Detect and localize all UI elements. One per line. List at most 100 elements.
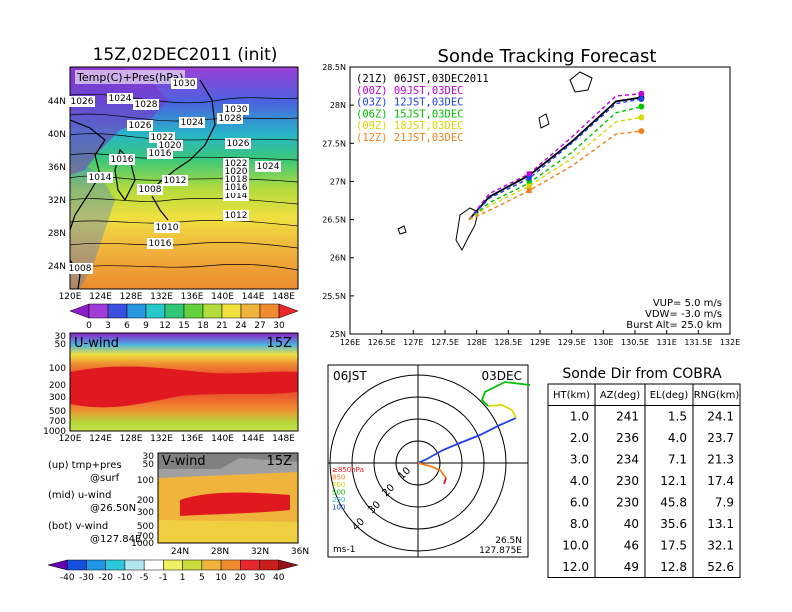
colorbar-cell: [259, 559, 280, 571]
table-cell: 230: [616, 474, 639, 488]
colorbar-tick: -10: [118, 573, 133, 583]
pressure-legend-entry: 100: [332, 504, 345, 512]
v-wind-label: V-wind: [162, 454, 206, 469]
isobar-value: 1026: [71, 97, 94, 107]
table-cell: 1.0: [570, 410, 589, 424]
track-line: [468, 105, 642, 221]
hodo-segment-100: [417, 444, 456, 464]
polar-time: 06JST: [333, 369, 367, 383]
table-cell: 52.6: [707, 560, 734, 574]
colorbar-tick: 9: [143, 321, 149, 331]
lat-tick-label: 36N: [48, 163, 66, 173]
hodo-segment-250: [454, 417, 517, 446]
isobar-label-bg: [149, 132, 175, 143]
table-cell: 24.1: [707, 410, 734, 424]
colorbar-tick: 27: [254, 321, 265, 331]
isobar-label: 1028: [133, 99, 159, 110]
x-tick-label: 132E: [720, 338, 740, 347]
isobar-label: 1022: [223, 158, 249, 169]
legend-line: @26.50N: [90, 503, 136, 514]
v-pressure-tick: 100: [137, 476, 154, 486]
y-tick-label: 26.5N: [322, 216, 346, 225]
u-lon-tick: 124E: [89, 434, 112, 444]
track-line: [468, 96, 642, 221]
forecast-legend-entry: (21Z) 06JST,03DEC2011: [356, 73, 489, 85]
isobar-label-bg: [223, 190, 249, 201]
colorbar-cell: [278, 559, 299, 571]
colorbar-tick: 6: [124, 321, 130, 331]
temp-map: Temp(C)+Pres(hPa): [69, 66, 299, 290]
table-cell: 32.1: [707, 539, 734, 553]
colorbar-cell: [88, 303, 109, 319]
u-lon-tick: 140E: [211, 434, 234, 444]
isobar-label: 1026: [127, 120, 153, 131]
isobar-label-bg: [133, 99, 159, 110]
track-end: [638, 90, 645, 97]
u-pressure-tick: 300: [49, 393, 66, 403]
isobar-label: 1008: [67, 263, 93, 274]
forecast-legend-entry: (06Z) 15JST,03DEC: [356, 108, 463, 120]
colorbar-cell: [240, 559, 260, 571]
lon-tick-label: 136E: [181, 292, 204, 302]
table-cell: 4.0: [668, 431, 687, 445]
isobar-label-bg: [147, 148, 173, 159]
colorbar-cell: [278, 303, 299, 319]
lon-tick-label: 132E: [150, 292, 173, 302]
lon-tick-label: 144E: [242, 292, 265, 302]
polar-date: 03DEC: [482, 369, 522, 383]
table-cell: 3.0: [570, 453, 589, 467]
colorbar-cell: [105, 559, 126, 571]
colorbar-cell: [66, 559, 87, 571]
map-label: Temp(C)+Pres(hPa): [76, 71, 183, 84]
lon-tick-label: 128E: [120, 292, 143, 302]
colorbar-tick: 15: [178, 321, 189, 331]
isobar-label-bg: [171, 78, 197, 89]
legend-line: @127.84E: [90, 534, 141, 545]
pressure-legend-entry: ≥850hPa: [332, 466, 364, 474]
u-wind-label: U-wind: [74, 336, 119, 351]
v-lat-ticks: 24N 28N 32N 36N: [171, 547, 309, 557]
legend-line: (up) tmp+pres: [48, 460, 122, 471]
table-frame: [547, 383, 741, 578]
isobar-value: 1010: [156, 223, 179, 233]
polar-rings: [328, 365, 528, 557]
table-cell: 12.8: [660, 560, 687, 574]
track-marker: [526, 188, 532, 194]
lat-tick-label: 32N: [48, 196, 66, 206]
table-cell: 7.9: [715, 496, 734, 510]
colorbar-cell: [182, 559, 203, 571]
table-cell: 35.6: [660, 517, 687, 531]
u-lon-tick: 144E: [242, 434, 265, 444]
polar-lat: 26.5N: [495, 536, 522, 546]
y-tick-label: 27N: [330, 177, 346, 186]
isobar-label: 1008: [137, 184, 163, 195]
isobar-label: 1016: [147, 148, 173, 159]
u-wind-frame: [69, 332, 299, 432]
lon-tick-label: 120E: [59, 292, 82, 302]
forecast-frame: [349, 66, 731, 335]
u-pressure-tick: 30: [55, 332, 67, 342]
jet-core: [70, 366, 298, 408]
u-pressure-tick: 500: [49, 407, 66, 417]
v-wind-panel: V-wind 15Z: [157, 452, 299, 544]
v-pressure-tick: 30: [143, 452, 155, 462]
pressure-legend-entry: 500: [332, 489, 345, 497]
isobar-label: 1026: [225, 138, 251, 149]
isobar-label: 1012: [223, 210, 249, 221]
track-end: [638, 128, 645, 135]
colorbar-tick: -30: [79, 573, 94, 583]
table-cell: 230: [616, 496, 639, 510]
table-cell: 40: [624, 517, 639, 531]
forecast-legend-entry: (09Z) 18JST,03DEC: [356, 120, 463, 132]
isobar-value: 1024: [257, 162, 280, 172]
isobar-label: 1020: [157, 140, 183, 151]
forecast-legend: (21Z) 06JST,03DEC2011(00Z) 09JST,03DEC(0…: [356, 73, 489, 144]
v-wind-time: 15Z: [267, 454, 293, 469]
x-tick-label: 126E: [340, 338, 360, 347]
isobar-label-bg: [223, 166, 249, 177]
table-cell: 21.3: [707, 453, 734, 467]
colorbar-tick: 24: [235, 321, 247, 331]
u-lon-tick: 120E: [59, 434, 82, 444]
forecast-legend-entry: (12Z) 21JST,03DEC: [356, 132, 463, 144]
